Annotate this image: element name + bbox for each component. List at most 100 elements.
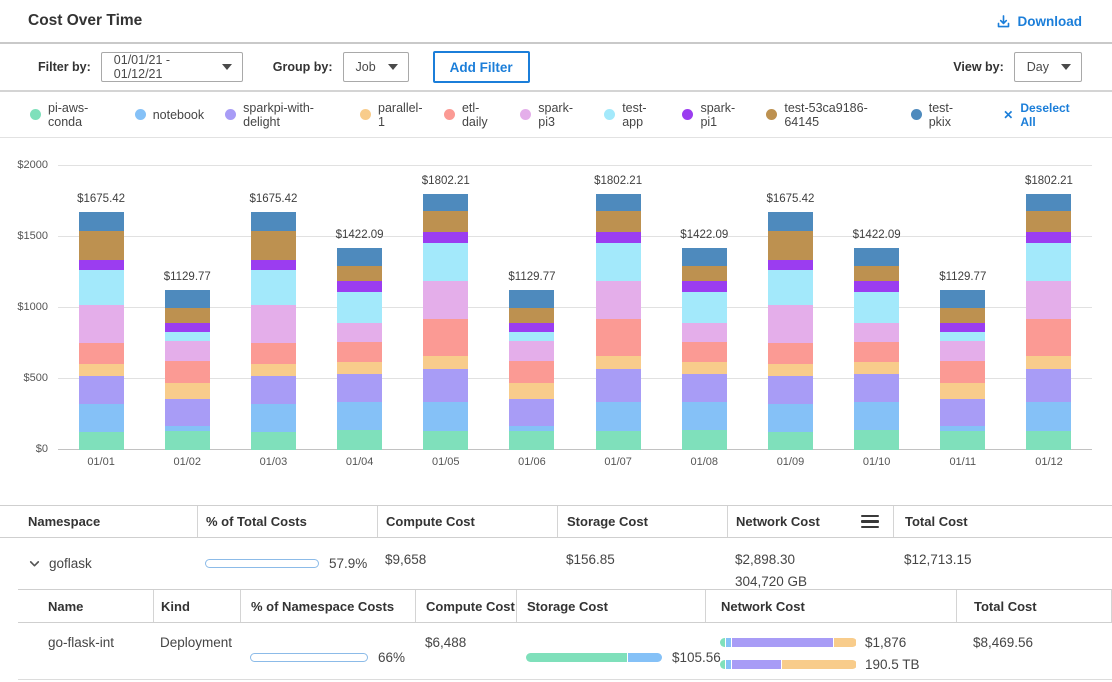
bar-segment-sparkpi-with-delight[interactable]	[596, 369, 641, 402]
bar-segment-test-app[interactable]	[768, 270, 813, 305]
add-filter-button[interactable]: Add Filter	[433, 51, 530, 83]
col-header-compute-nested[interactable]: Compute Cost	[415, 590, 516, 622]
bar-segment-parallel-1[interactable]	[79, 364, 124, 376]
col-header-pct-namespace[interactable]: % of Namespace Costs	[240, 590, 415, 622]
bar-segment-spark-pi1[interactable]	[251, 260, 296, 270]
bar-segment-test-pkix[interactable]	[337, 248, 382, 266]
col-header-compute[interactable]: Compute Cost	[377, 506, 557, 537]
bar-segment-spark-pi1[interactable]	[509, 323, 554, 333]
col-header-name[interactable]: Name	[18, 590, 153, 622]
column-settings-icon[interactable]	[861, 515, 879, 529]
bar-segment-etl-daily[interactable]	[768, 343, 813, 364]
bar-01/01[interactable]: $1675.42	[58, 166, 144, 450]
legend-item-spark-pi1[interactable]: spark-pi1	[682, 101, 745, 129]
bar-01/09[interactable]: $1675.42	[747, 166, 833, 450]
bar-segment-test-app[interactable]	[940, 332, 985, 340]
bar-segment-test-app[interactable]	[337, 292, 382, 323]
bar-segment-sparkpi-with-delight[interactable]	[251, 376, 296, 403]
bar-segment-pi-aws-conda[interactable]	[768, 432, 813, 450]
bar-segment-parallel-1[interactable]	[251, 364, 296, 376]
bar-segment-sparkpi-with-delight[interactable]	[768, 376, 813, 403]
bar-segment-test-pkix[interactable]	[165, 290, 210, 309]
bar-01/08[interactable]: $1422.09	[661, 166, 747, 450]
bar-01/12[interactable]: $1802.21	[1006, 166, 1092, 450]
bar-segment-notebook[interactable]	[854, 402, 899, 431]
bar-segment-test-app[interactable]	[251, 270, 296, 305]
bar-segment-sparkpi-with-delight[interactable]	[1026, 369, 1071, 402]
legend-item-pi-aws-conda[interactable]: pi-aws-conda	[30, 101, 114, 129]
col-header-storage[interactable]: Storage Cost	[557, 506, 727, 537]
bar-segment-parallel-1[interactable]	[596, 356, 641, 369]
bar-segment-test-53ca9186-64145[interactable]	[165, 308, 210, 323]
bar-segment-spark-pi3[interactable]	[251, 305, 296, 344]
col-header-kind[interactable]: Kind	[153, 590, 240, 622]
col-header-network[interactable]: Network Cost	[727, 506, 893, 537]
bar-01/06[interactable]: $1129.77	[489, 166, 575, 450]
bar-segment-test-app[interactable]	[165, 332, 210, 340]
bar-segment-spark-pi3[interactable]	[165, 341, 210, 362]
bar-segment-sparkpi-with-delight[interactable]	[423, 369, 468, 402]
bar-segment-test-53ca9186-64145[interactable]	[1026, 211, 1071, 232]
legend-item-notebook[interactable]: notebook	[135, 108, 204, 122]
bar-segment-spark-pi1[interactable]	[337, 281, 382, 291]
bar-segment-spark-pi1[interactable]	[854, 281, 899, 291]
bar-segment-pi-aws-conda[interactable]	[596, 431, 641, 450]
bar-segment-spark-pi3[interactable]	[682, 323, 727, 342]
bar-segment-pi-aws-conda[interactable]	[423, 431, 468, 450]
bar-segment-sparkpi-with-delight[interactable]	[509, 399, 554, 426]
col-header-total-nested[interactable]: Total Cost	[956, 590, 1112, 622]
bar-segment-etl-daily[interactable]	[337, 342, 382, 363]
bar-segment-etl-daily[interactable]	[940, 361, 985, 383]
legend-item-parallel-1[interactable]: parallel-1	[360, 101, 423, 129]
bar-01/07[interactable]: $1802.21	[575, 166, 661, 450]
bar-segment-spark-pi1[interactable]	[165, 323, 210, 333]
bar-segment-sparkpi-with-delight[interactable]	[165, 399, 210, 426]
col-header-storage-nested[interactable]: Storage Cost	[516, 590, 705, 622]
deselect-all-button[interactable]: ✕ Deselect All	[1003, 101, 1082, 129]
bar-segment-test-pkix[interactable]	[509, 290, 554, 308]
legend-item-test-app[interactable]: test-app	[604, 101, 661, 129]
bar-01/03[interactable]: $1675.42	[230, 166, 316, 450]
bar-segment-notebook[interactable]	[768, 404, 813, 433]
bar-01/04[interactable]: $1422.09	[317, 166, 403, 450]
collapse-chevron-icon[interactable]	[28, 557, 41, 570]
bar-segment-parallel-1[interactable]	[165, 383, 210, 399]
legend-item-test-pkix[interactable]: test-pkix	[911, 101, 970, 129]
bar-segment-spark-pi3[interactable]	[79, 305, 124, 344]
legend-item-etl-daily[interactable]: etl-daily	[444, 101, 499, 129]
col-header-total[interactable]: Total Cost	[893, 506, 1112, 537]
bar-segment-etl-daily[interactable]	[423, 319, 468, 356]
bar-segment-test-pkix[interactable]	[1026, 194, 1071, 211]
bar-segment-spark-pi1[interactable]	[79, 260, 124, 270]
bar-segment-notebook[interactable]	[251, 404, 296, 433]
col-header-network-nested[interactable]: Network Cost	[705, 590, 956, 622]
bar-segment-pi-aws-conda[interactable]	[251, 432, 296, 450]
bar-segment-spark-pi1[interactable]	[423, 232, 468, 243]
namespace-name[interactable]: goflask	[49, 556, 92, 571]
bar-segment-spark-pi3[interactable]	[940, 341, 985, 362]
bar-segment-parallel-1[interactable]	[854, 362, 899, 374]
download-button[interactable]: Download	[996, 14, 1083, 29]
bar-segment-notebook[interactable]	[596, 402, 641, 431]
bar-segment-sparkpi-with-delight[interactable]	[79, 376, 124, 403]
bar-segment-notebook[interactable]	[79, 404, 124, 433]
bar-segment-notebook[interactable]	[682, 402, 727, 431]
bar-segment-etl-daily[interactable]	[682, 342, 727, 363]
bar-segment-test-pkix[interactable]	[79, 212, 124, 231]
bar-segment-spark-pi1[interactable]	[768, 260, 813, 270]
legend-item-test-53ca9186-64145[interactable]: test-53ca9186-64145	[766, 101, 889, 129]
bar-segment-etl-daily[interactable]	[1026, 319, 1071, 356]
bar-segment-pi-aws-conda[interactable]	[854, 430, 899, 450]
group-by-select[interactable]: Job	[343, 52, 409, 82]
bar-segment-spark-pi3[interactable]	[596, 281, 641, 319]
bar-01/02[interactable]: $1129.77	[144, 166, 230, 450]
legend-item-spark-pi3[interactable]: spark-pi3	[520, 101, 583, 129]
bar-segment-notebook[interactable]	[423, 402, 468, 431]
bar-segment-test-53ca9186-64145[interactable]	[423, 211, 468, 232]
col-header-pct-total[interactable]: % of Total Costs	[197, 506, 377, 537]
bar-01/05[interactable]: $1802.21	[403, 166, 489, 450]
bar-segment-notebook[interactable]	[1026, 402, 1071, 431]
bar-segment-test-pkix[interactable]	[423, 194, 468, 211]
bar-segment-spark-pi1[interactable]	[1026, 232, 1071, 243]
bar-01/11[interactable]: $1129.77	[920, 166, 1006, 450]
